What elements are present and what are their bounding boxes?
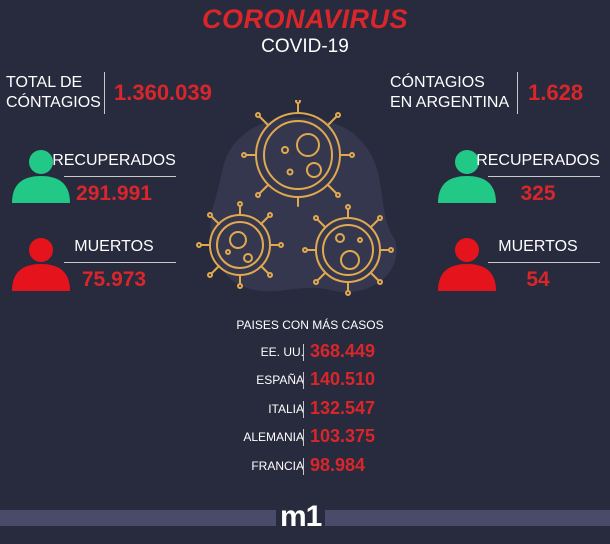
argentina-total-label: CÓNTAGIOS EN ARGENTINA: [390, 73, 509, 113]
divider: [303, 429, 304, 446]
world-total-label-line1: TOTAL DE: [6, 74, 83, 91]
country-value: 368.449: [310, 341, 376, 361]
argentina-deaths-label: MUERTOS: [498, 238, 578, 255]
world-recovered-value: 291.991: [76, 182, 152, 205]
divider: [517, 72, 518, 114]
country-value: 140.510: [310, 369, 376, 389]
main-title: CORONAVIRUS: [201, 4, 408, 34]
subtitle: COVID-19: [261, 36, 349, 57]
person-icon: [12, 150, 70, 203]
divider: [64, 176, 176, 177]
world-deaths-value: 75.973: [81, 268, 147, 291]
country-value: 132.547: [310, 398, 376, 418]
country-row: ESPAÑA 140.510: [200, 368, 460, 392]
country-name: FRANCIA: [251, 459, 304, 473]
country-name: ALEMANIA: [243, 430, 304, 444]
divider: [303, 344, 304, 361]
world-total-value: 1.360.039: [114, 80, 212, 105]
person-icon: [438, 150, 496, 203]
country-row: EE. UU. 368.449: [200, 340, 460, 364]
country-row: ALEMANIA 103.375: [200, 425, 460, 449]
virus-illustration: [196, 100, 397, 296]
person-icon: [438, 238, 496, 291]
world-deaths-label: MUERTOS: [74, 238, 154, 255]
divider: [64, 262, 176, 263]
world-total-label-line2: CÓNTAGIOS: [6, 94, 101, 111]
argentina-total-value: 1.628: [528, 80, 584, 105]
divider: [303, 401, 304, 418]
country-name: EE. UU.: [260, 345, 304, 359]
divider: [104, 72, 105, 114]
world-total-label: TOTAL DE CÓNTAGIOS: [6, 73, 101, 113]
argentina-recovered-value: 325: [520, 182, 556, 205]
divider: [488, 262, 600, 263]
country-value: 98.984: [310, 455, 366, 475]
world-recovered-label: RECUPERADOS: [52, 152, 176, 169]
person-icon: [12, 238, 70, 291]
argentina-deaths-value: 54: [526, 268, 550, 291]
country-row: ITALIA 132.547: [200, 397, 460, 421]
m1-logo: m1: [276, 500, 326, 534]
argentina-total-label-line2: EN ARGENTINA: [390, 94, 510, 111]
argentina-recovered-label: RECUPERADOS: [476, 152, 600, 169]
country-row: FRANCIA 98.984: [200, 454, 460, 478]
countries-heading: PAISES CON MÁS CASOS: [236, 318, 384, 332]
divider: [303, 372, 304, 389]
argentina-total-label-line1: CÓNTAGIOS: [390, 74, 485, 91]
country-name: ITALIA: [268, 402, 304, 416]
divider: [488, 176, 600, 177]
country-name: ESPAÑA: [256, 373, 304, 387]
country-value: 103.375: [310, 426, 376, 446]
divider: [303, 458, 304, 475]
